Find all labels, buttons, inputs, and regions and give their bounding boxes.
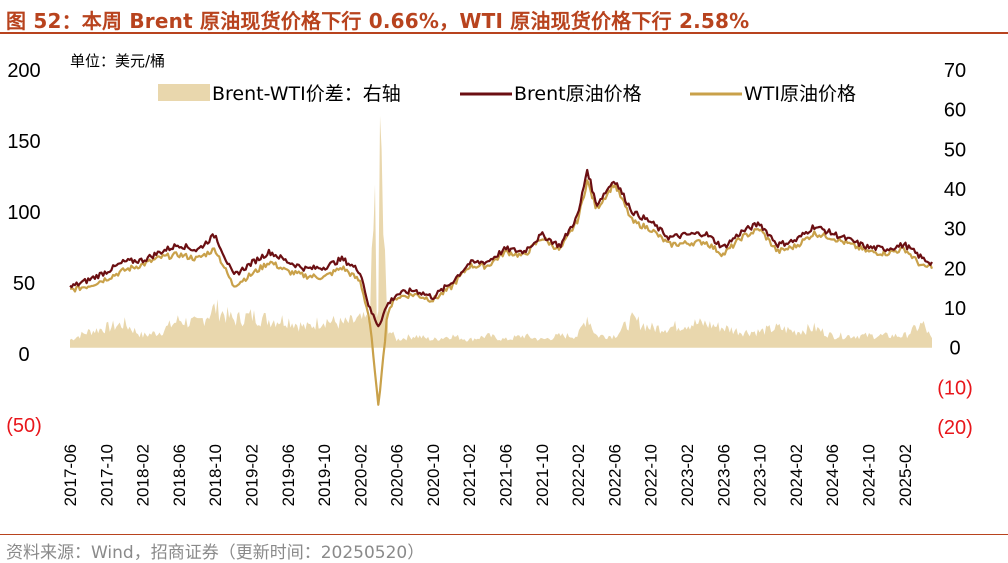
right-tick-label: 10	[944, 298, 966, 320]
x-tick-label: 2021-06	[497, 444, 516, 506]
left-tick-label: 50	[13, 273, 35, 295]
x-tick-label: 2024-10	[860, 444, 879, 506]
left-tick-label: 0	[18, 344, 29, 366]
x-tick-label: 2018-02	[134, 444, 153, 506]
x-tick-label: 2020-10	[424, 444, 443, 506]
legend-brent-label: Brent原油价格	[514, 83, 642, 105]
brent-line	[69, 168, 933, 328]
right-tick-label: 70	[944, 60, 966, 82]
left-tick-label: 200	[7, 60, 40, 82]
x-tick-label: 2021-10	[533, 444, 552, 506]
x-tick-label: 2017-06	[61, 444, 80, 506]
title-rule	[0, 32, 1008, 34]
right-tick-label: (20)	[937, 417, 973, 439]
x-tick-label: 2022-02	[569, 444, 588, 506]
x-tick-label: 2019-06	[279, 444, 298, 506]
right-tick-label: 0	[949, 338, 960, 360]
right-tick-label: 30	[944, 219, 966, 241]
x-tick-label: 2024-06	[823, 444, 842, 506]
unit-label: 单位：美元/桶	[70, 52, 165, 70]
legend-wti-label: WTI原油价格	[744, 83, 856, 105]
right-tick-label: 50	[944, 139, 966, 161]
x-tick-label: 2023-10	[751, 444, 770, 506]
x-tick-label: 2021-02	[460, 444, 479, 506]
price-line-series	[69, 168, 934, 406]
legend-spread-swatch	[158, 84, 210, 101]
x-tick-label: 2023-06	[714, 444, 733, 506]
x-tick-label: 2019-10	[315, 444, 334, 506]
source-rule	[0, 534, 1008, 535]
x-tick-label: 2024-02	[787, 444, 806, 506]
x-tick-label: 2018-10	[206, 444, 225, 506]
x-tick-label: 2020-06	[388, 444, 407, 506]
x-tick-label: 2022-10	[642, 444, 661, 506]
left-tick-label: (50)	[6, 415, 42, 437]
left-tick-label: 100	[7, 202, 40, 224]
right-tick-label: 40	[944, 179, 966, 201]
x-tick-label: 2018-06	[170, 444, 189, 506]
spread-area-series	[70, 115, 932, 348]
x-tick-label: 2017-10	[97, 444, 116, 506]
right-tick-label: 60	[944, 100, 966, 122]
x-tick-label: 2020-02	[351, 444, 370, 506]
source-note: 资料来源：Wind，招商证券（更新时间：20250520）	[6, 543, 425, 563]
spread-area	[70, 115, 932, 348]
x-tick-label: 2022-06	[605, 444, 624, 506]
price-chart: 单位：美元/桶 Brent-WTI价差：右轴 Brent原油价格 WTI原油价格…	[6, 52, 973, 506]
left-axis-ticks: (50) 0 50 100 150 200	[6, 60, 42, 437]
wti-line	[70, 179, 934, 406]
x-tick-label: 2019-02	[243, 444, 262, 506]
x-axis-ticks: 2017-06 2017-10 2018-02 2018-06 2018-10 2019-…	[61, 444, 915, 506]
right-axis-ticks: (20) (10) 0 10 20 30 40 50 60 70	[937, 60, 973, 439]
legend-spread-label: Brent-WTI价差：右轴	[212, 83, 401, 105]
x-tick-label: 2025-02	[896, 444, 915, 506]
left-tick-label: 150	[7, 131, 40, 153]
legend: Brent-WTI价差：右轴 Brent原油价格 WTI原油价格	[158, 83, 856, 105]
right-tick-label: 20	[944, 258, 966, 280]
chart-title: 图 52：本周 Brent 原油现货价格下行 0.66%，WTI 原油现货价格下…	[6, 9, 750, 33]
right-tick-label: (10)	[937, 377, 973, 399]
x-tick-label: 2023-02	[678, 444, 697, 506]
